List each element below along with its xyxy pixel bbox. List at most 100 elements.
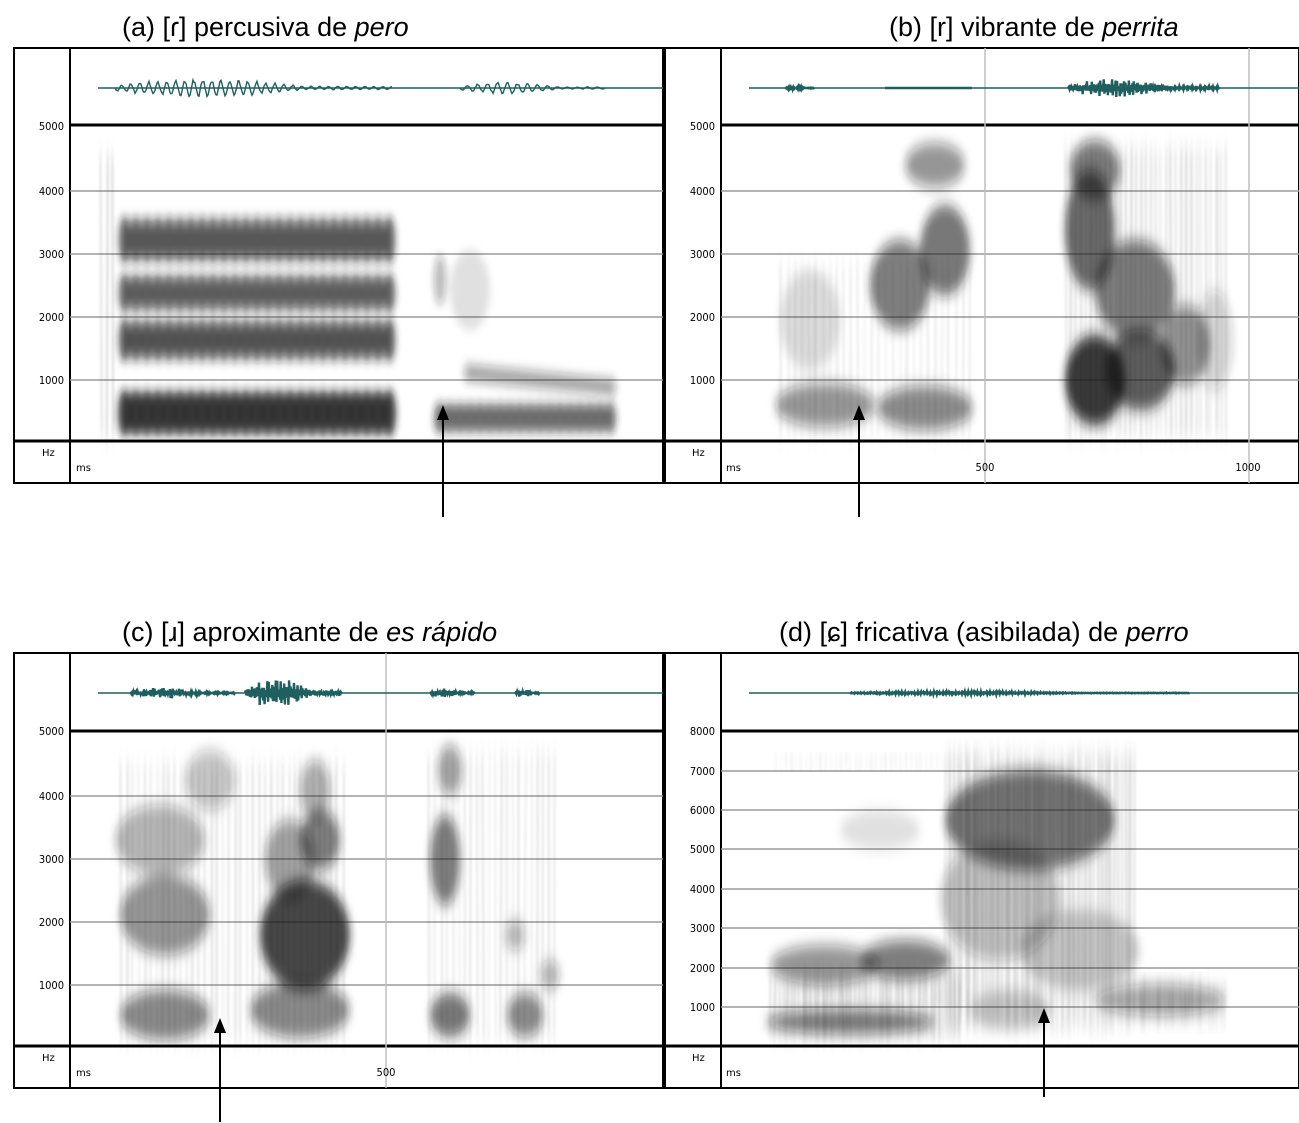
panel-b-spectrogram [775,140,1233,440]
spectrogram-striation [1112,755,1116,1029]
panel-b: (b) [r] vibrante de perrita 5000 4000 3000… [664,12,1299,517]
spectrogram-energy [119,273,131,313]
spectrogram-energy [207,318,219,362]
spectrogram-striation [830,972,833,1040]
spectrogram-striation [335,760,338,1040]
spectrogram-energy [534,370,546,390]
spectrogram-energy [382,389,396,437]
spectrogram-striation [869,971,872,1037]
panel-d-outer-border [664,652,1299,1089]
spectrogram-striation [845,755,848,765]
spectrogram-energy [372,216,384,264]
spectrogram-energy [564,373,576,393]
spectrogram-energy [295,318,307,362]
spectrogram-striation [925,971,928,1036]
spectrogram-striation [137,761,141,1044]
spectrogram-energy [196,318,208,362]
spectrogram-striation [1134,148,1138,435]
spectrogram-striation [1040,752,1044,1026]
spectrogram-energy [163,318,175,362]
panel-c-outer-border [13,652,664,1089]
spectrogram-striation [1024,755,1028,1026]
spectrogram-energy [524,369,536,389]
spectrogram-striation [1084,754,1087,1025]
spectrogram-striation [1065,753,1068,1028]
panel-d-y-tick-label: 8000 [690,725,715,738]
spectrogram-energy [383,216,395,264]
panel-d-arrow [1038,1008,1050,1097]
spectrogram-striation [948,751,951,1029]
panel-b-x-ticks: 500 1000 [976,461,1261,474]
spectrogram-striation [880,760,883,767]
spectrogram-striation [1068,755,1071,1029]
panel-d: (d) [ɕ] fricativa (asibilada) de perro 8… [664,617,1299,1097]
spectrogram-energy [262,273,274,313]
waveform-segment [114,77,393,99]
spectrogram-energy [350,216,362,264]
waveform-segment [849,686,1191,700]
spectrogram-striation [899,759,902,768]
waveform-segment [1067,79,1221,98]
spectrogram-energy [383,318,395,362]
spectrogram-striation [1159,150,1162,436]
spectrogram-striation [1016,753,1019,1030]
spectrogram-energy [118,389,132,437]
spectrogram-striation [940,264,944,438]
spectrogram-striation [1048,754,1052,1025]
panel-a: (a) [ɾ] percusiva de pero 5000 4000 3000 20… [13,12,664,517]
spectrogram-energy [196,273,208,313]
panel-a-title: (a) [ɾ] percusiva de pero [122,12,409,42]
spectrogram-energy [524,402,536,434]
panel-c-hz-label: Hz [42,1053,55,1064]
spectrogram-striation [824,755,827,770]
panel-d-ms-label: ms [726,1068,741,1079]
spectrogram-striation [445,750,449,1045]
spectrogram-striation [1199,145,1202,436]
spectrogram-energy [554,402,566,434]
panel-c-y-tick-label: 1000 [39,979,64,992]
spectrogram-striation [1000,755,1004,1025]
spectrogram-energy [240,318,252,362]
spectrogram-energy [775,383,875,427]
spectrogram-striation [988,750,992,1028]
spectrogram-striation [487,750,491,1045]
spectrogram-striation [1147,984,1151,1020]
spectrogram-striation [793,974,796,1039]
spectrogram-energy [262,216,274,264]
spectrogram-energy [316,389,330,437]
spectrogram-striation [1223,981,1227,1024]
spectrogram-striation [1056,754,1060,1030]
panel-c-y-tick-label: 4000 [39,790,64,803]
waveform-segment [243,680,343,705]
spectrogram-energy [306,216,318,264]
spectrogram-energy [140,389,154,437]
spectrogram-striation [893,970,897,1037]
spectrogram-striation [917,975,921,1039]
panel-d-hz-label: Hz [692,1053,705,1064]
spectrogram-striation [1139,985,1143,1024]
spectrogram-striation [1152,985,1155,1022]
panel-d-y-tick-label: 3000 [690,922,715,935]
spectrogram-striation [1154,149,1158,436]
spectrogram-energy [1197,290,1233,390]
spectrogram-energy [229,273,241,313]
spectrogram-energy [474,364,486,384]
panel-c-waveform [98,680,663,705]
spectrogram-striation [954,262,958,435]
spectrogram-energy [273,273,285,313]
spectrogram-striation [784,756,788,766]
spectrogram-energy [251,318,263,362]
spectrogram-striation [476,755,479,1040]
spectrogram-striation [934,263,937,440]
spectrogram-energy [185,216,197,264]
panel-b-y-tick-label: 3000 [690,248,715,261]
spectrogram-energy [383,273,395,313]
spectrogram-energy [328,216,340,264]
spectrogram-energy [206,389,220,437]
waveform-segment [784,82,815,94]
spectrogram-energy [361,318,373,362]
spectrogram-striation [1064,145,1068,438]
spectrogram-striation [891,262,895,438]
spectrogram-energy [454,402,466,434]
panel-c-ms-label: ms [76,1068,91,1079]
